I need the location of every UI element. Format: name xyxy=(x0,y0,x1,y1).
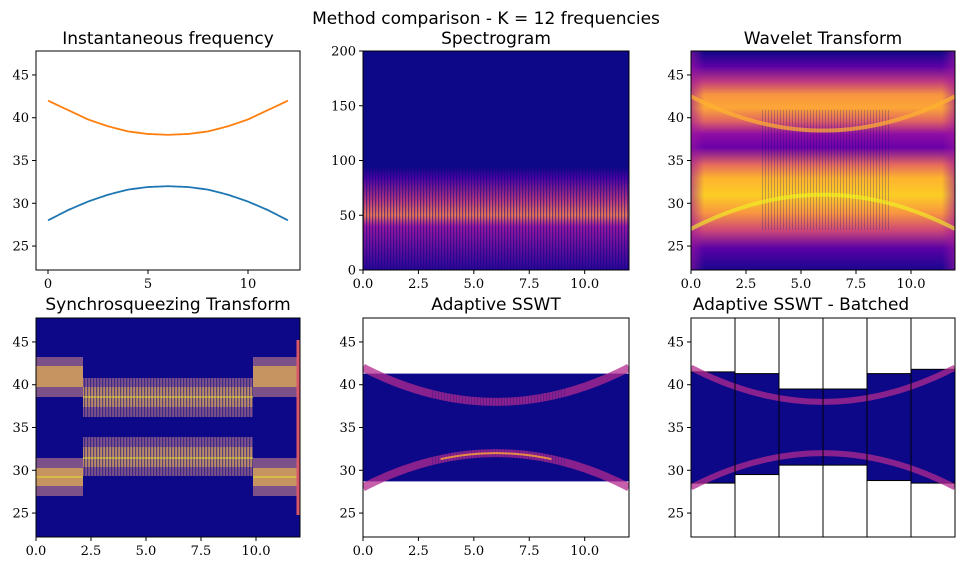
x-tick-label: 0.0 xyxy=(681,277,702,292)
x-tick-label: 10 xyxy=(240,277,257,292)
panel-title: Adaptive SSWT - Batched xyxy=(693,295,909,315)
y-tick-label: 25 xyxy=(667,240,684,255)
y-tick-label: 45 xyxy=(667,335,684,350)
y-tick-label: 45 xyxy=(12,335,29,350)
y-tick-label: 25 xyxy=(12,240,29,255)
y-tick-label: 50 xyxy=(339,209,356,224)
y-tick-label: 40 xyxy=(667,378,684,393)
y-tick-label: 30 xyxy=(667,464,684,479)
y-tick-label: 35 xyxy=(12,154,29,169)
adaptive-sswt-ridge-lower-core xyxy=(440,452,552,461)
x-tick-label: 5.0 xyxy=(463,277,484,292)
x-tick-label: 2.5 xyxy=(736,277,757,292)
y-tick-label: 30 xyxy=(667,197,684,212)
batch-block xyxy=(691,371,736,484)
y-tick-label: 45 xyxy=(667,68,684,83)
y-tick-label: 100 xyxy=(331,154,356,169)
y-tick-label: 0 xyxy=(348,264,356,279)
x-tick-label: 7.5 xyxy=(846,277,867,292)
x-tick-label: 2.5 xyxy=(408,544,429,559)
y-tick-label: 45 xyxy=(339,335,356,350)
panel-instantaneous-frequency: Instantaneous frequency 0 5 10 25 30 35 40 45 xyxy=(12,29,301,292)
y-tick-label: 30 xyxy=(12,464,29,479)
x-tick-label: 10.0 xyxy=(570,544,599,559)
y-tick-label: 40 xyxy=(12,378,29,393)
x-tick-label: 0.0 xyxy=(26,544,47,559)
panel-title: Wavelet Transform xyxy=(744,29,902,49)
x-tick-label: 7.5 xyxy=(191,544,212,559)
y-tick-label: 30 xyxy=(12,197,29,212)
x-tick-label: 5.0 xyxy=(136,544,157,559)
panel-adaptive-sswt-batched: Adaptive SSWT - Batched 25 30 35 40 45 xyxy=(667,295,956,538)
wavelet-ridge-upper xyxy=(691,94,955,133)
panel-title: Adaptive SSWT xyxy=(431,295,561,315)
y-tick-label: 35 xyxy=(667,421,684,436)
y-tick-label: 40 xyxy=(339,378,356,393)
x-tick-label: 10.0 xyxy=(570,277,599,292)
panel-title: Instantaneous frequency xyxy=(62,29,274,49)
x-tick-label: 2.5 xyxy=(81,544,102,559)
figure-suptitle: Method comparison - K = 12 frequencies xyxy=(312,9,660,29)
x-tick-label: 5.0 xyxy=(463,544,484,559)
panel-title: Spectrogram xyxy=(441,29,551,49)
y-tick-label: 150 xyxy=(331,99,356,114)
x-tick-label: 7.5 xyxy=(519,277,540,292)
y-tick-label: 40 xyxy=(12,111,29,126)
y-tick-label: 25 xyxy=(12,507,29,522)
x-tick-label: 5.0 xyxy=(791,277,812,292)
x-tick-label: 10.0 xyxy=(242,544,271,559)
y-tick-label: 200 xyxy=(331,45,356,60)
adaptive-sswt-stripes xyxy=(430,375,565,465)
x-tick-label: 5 xyxy=(144,277,152,292)
series-line-0 xyxy=(47,99,289,136)
sst-upper-left-core xyxy=(36,366,83,387)
wavelet-ridge-lower xyxy=(691,192,955,231)
series-line-1 xyxy=(47,185,289,222)
axes-frame xyxy=(35,50,301,271)
spectrogram-stripes xyxy=(363,165,629,270)
y-tick-label: 25 xyxy=(667,507,684,522)
sst-stripes xyxy=(83,370,253,485)
x-tick-label: 10.0 xyxy=(897,277,926,292)
y-tick-label: 45 xyxy=(12,68,29,83)
x-tick-label: 0 xyxy=(44,277,52,292)
y-tick-label: 30 xyxy=(339,464,356,479)
y-tick-label: 40 xyxy=(667,111,684,126)
panel-title: Synchrosqueezing Transform xyxy=(45,295,290,315)
panel-adaptive-sswt: Adaptive SSWT 0.0 2.5 5.0 7.5 10.0 25 30 35 40 45 xyxy=(339,295,630,559)
panel-wavelet-transform: Wavelet Transform 0.0 2.5 5.0 7.5 10.0 25 30 35… xyxy=(667,29,956,292)
y-tick-label: 35 xyxy=(12,421,29,436)
y-tick-label: 35 xyxy=(339,421,356,436)
x-tick-label: 2.5 xyxy=(408,277,429,292)
panel-spectrogram: Spectrogram 0.0 2.5 5.0 7.5 10.0 0 50 100 150 200 xyxy=(331,29,630,292)
x-tick-label: 0.0 xyxy=(353,544,374,559)
x-tick-label: 7.5 xyxy=(519,544,540,559)
x-tick-label: 0.0 xyxy=(353,277,374,292)
y-tick-label: 35 xyxy=(667,154,684,169)
y-tick-label: 25 xyxy=(339,507,356,522)
sst-upper-right-core xyxy=(253,366,300,387)
batch-block xyxy=(910,368,955,484)
panel-synchrosqueezing-transform: Synchrosqueezing Transform 0.0 2.5 5 xyxy=(12,295,301,559)
